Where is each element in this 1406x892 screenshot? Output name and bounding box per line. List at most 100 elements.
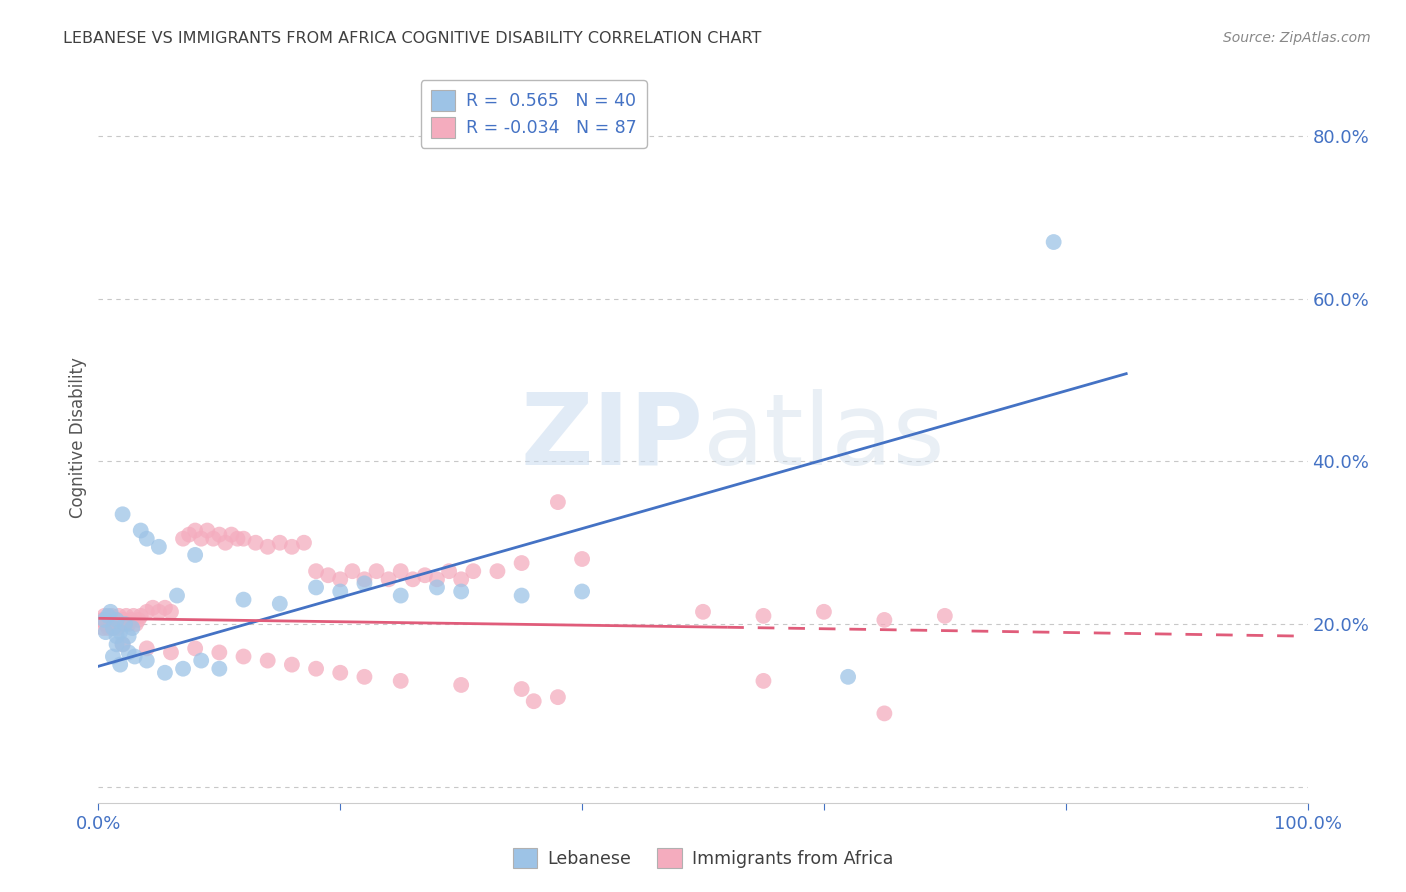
Point [256,540,278,554]
Point [172,662,194,676]
Point [93,608,115,623]
Text: ZIP: ZIP [520,389,703,485]
Point [450,572,472,586]
Point [510,589,533,603]
Point [148,540,170,554]
Point [214,535,236,549]
Point [1042,235,1064,249]
Point [571,552,593,566]
Point [129,524,152,538]
Point [353,670,375,684]
Point [107,621,129,635]
Point [208,527,231,541]
Text: Source: ZipAtlas.com: Source: ZipAtlas.com [1223,31,1371,45]
Point [105,629,128,643]
Point [329,572,352,586]
Point [142,600,165,615]
Point [389,673,412,688]
Point [269,535,291,549]
Point [305,564,328,578]
Point [100,605,122,619]
Point [402,572,425,586]
Point [101,621,124,635]
Point [329,665,352,680]
Point [124,649,146,664]
Point [389,589,412,603]
Point [108,617,131,632]
Point [329,584,352,599]
Point [104,617,127,632]
Point [120,613,142,627]
Point [91,613,114,627]
Point [101,649,124,664]
Legend: R =  0.565   N = 40, R = -0.034   N = 87: R = 0.565 N = 40, R = -0.034 N = 87 [420,80,647,148]
Point [426,581,449,595]
Point [127,613,149,627]
Point [221,527,243,541]
Point [281,540,304,554]
Point [94,625,117,640]
Point [510,556,533,570]
Point [366,564,388,578]
Point [281,657,304,672]
Y-axis label: Cognitive Disability: Cognitive Disability [69,357,87,517]
Point [103,617,125,632]
Point [179,527,201,541]
Point [115,608,138,623]
Point [256,654,278,668]
Point [166,589,188,603]
Point [208,645,231,659]
Point [118,629,141,643]
Point [108,625,131,640]
Point [184,524,207,538]
Point [114,617,136,632]
Point [202,532,225,546]
Point [111,637,134,651]
Point [93,613,115,627]
Point [100,608,122,623]
Point [450,678,472,692]
Point [195,524,218,538]
Point [413,568,436,582]
Point [232,592,254,607]
Point [111,508,134,522]
Text: LEBANESE VS IMMIGRANTS FROM AFRICA COGNITIVE DISABILITY CORRELATION CHART: LEBANESE VS IMMIGRANTS FROM AFRICA COGNI… [63,31,762,46]
Point [184,548,207,562]
Point [190,654,212,668]
Point [934,608,956,623]
Point [190,532,212,546]
Point [342,564,364,578]
Point [153,600,176,615]
Point [292,535,315,549]
Point [269,597,291,611]
Point [135,641,157,656]
Point [94,617,117,632]
Point [208,662,231,676]
Point [135,654,157,668]
Point [98,613,121,627]
Point [232,649,254,664]
Point [125,617,148,632]
Point [353,576,375,591]
Point [873,613,896,627]
Point [135,532,157,546]
Point [121,621,143,635]
Point [813,605,835,619]
Point [100,617,122,632]
Point [547,690,569,705]
Point [118,645,141,659]
Point [245,535,267,549]
Point [873,706,896,721]
Text: atlas: atlas [703,389,945,485]
Point [184,641,207,656]
Point [523,694,546,708]
Point [752,608,775,623]
Point [437,564,460,578]
Point [232,532,254,546]
Point [111,637,134,651]
Point [110,617,132,632]
Point [118,617,141,632]
Point [172,532,194,546]
Point [148,605,170,619]
Point [122,608,145,623]
